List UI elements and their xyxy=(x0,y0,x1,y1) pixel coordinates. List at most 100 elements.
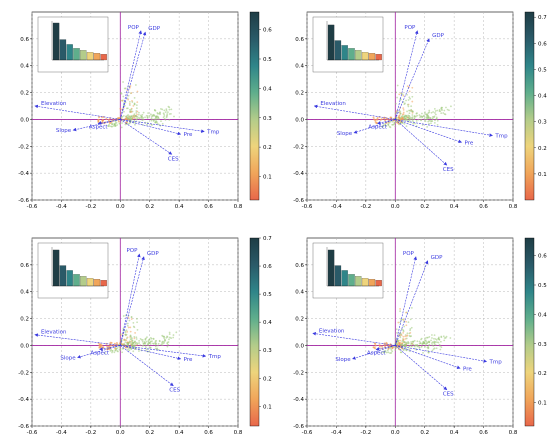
score-point xyxy=(127,326,130,329)
loading-label-pre: Pre xyxy=(465,140,474,146)
score-point xyxy=(399,110,402,113)
score-point xyxy=(412,343,415,346)
score-point xyxy=(426,125,429,128)
score-point xyxy=(154,345,157,348)
score-point xyxy=(411,95,414,98)
score-point xyxy=(418,340,421,343)
score-point xyxy=(434,112,436,114)
y-tick-label: -0.4 xyxy=(18,171,29,177)
loading-arrow-gdp xyxy=(119,31,147,120)
panel-c: -0.6 -0.4 -0.2 0.0 0.2 0.4 0.6 0.8 -0.6 -0.4 -0.2 0… xyxy=(18,236,272,436)
score-point xyxy=(378,344,381,347)
score-point xyxy=(395,91,398,94)
score-point xyxy=(131,339,134,342)
loading-label-aspect: Aspect xyxy=(90,350,110,356)
score-point xyxy=(406,103,409,106)
score-point xyxy=(147,350,150,353)
score-point xyxy=(401,318,404,321)
score-point xyxy=(148,114,151,117)
score-point xyxy=(138,340,141,342)
score-point xyxy=(166,345,169,348)
colorbar-tick-label: 0.1 xyxy=(263,404,272,410)
y-tick-label: -0.4 xyxy=(18,397,29,403)
score-point xyxy=(131,344,134,347)
y-tick-label: -0.2 xyxy=(293,144,304,150)
score-point xyxy=(120,108,123,111)
x-tick-label: 0.2 xyxy=(145,430,154,436)
score-point xyxy=(164,111,167,114)
score-point xyxy=(166,335,168,338)
score-point xyxy=(136,321,138,324)
score-point xyxy=(125,121,128,124)
colorbar xyxy=(249,11,260,201)
score-point xyxy=(138,111,140,114)
score-point xyxy=(121,343,124,346)
score-point xyxy=(445,106,447,109)
score-point xyxy=(391,123,393,126)
y-tick-label: 0.4 xyxy=(295,64,304,70)
score-point xyxy=(165,108,168,111)
score-point xyxy=(125,107,128,110)
score-point xyxy=(133,336,136,338)
loading-label-aspect: Aspect xyxy=(367,350,387,356)
score-point xyxy=(153,118,156,121)
score-point xyxy=(373,118,376,121)
score-point xyxy=(421,342,424,345)
loading-arrow-gdp xyxy=(395,260,429,346)
score-points xyxy=(372,84,452,129)
score-point xyxy=(441,109,443,112)
loading-arrow-aspect xyxy=(377,119,396,125)
x-tick-label: 0.6 xyxy=(479,204,488,210)
x-tick-label: 0.6 xyxy=(204,430,213,436)
loading-label-slope: Slope xyxy=(56,128,72,134)
score-point xyxy=(133,102,136,105)
score-point xyxy=(412,341,415,343)
inset-bar xyxy=(86,278,94,287)
panel-d: -0.6 -0.4 -0.2 0.0 0.2 0.4 0.6 0.8 -0.6 -0.4 -0.2 0… xyxy=(293,237,547,436)
x-tick-label: 0.8 xyxy=(234,430,243,436)
score-point xyxy=(387,347,390,350)
score-point xyxy=(403,122,406,125)
score-point xyxy=(411,119,414,121)
colorbar-tick-label: 0.2 xyxy=(263,376,272,382)
score-point xyxy=(160,120,162,123)
score-point xyxy=(151,342,154,345)
inset-bar xyxy=(341,270,348,287)
y-tick-label: 0.2 xyxy=(295,91,304,97)
score-point xyxy=(375,122,378,125)
score-point xyxy=(114,349,117,352)
inset-frame xyxy=(37,242,109,299)
score-point xyxy=(134,340,136,343)
score-point xyxy=(107,125,110,128)
y-tick-label: 0.4 xyxy=(20,64,29,70)
score-point xyxy=(112,125,115,127)
score-point xyxy=(133,337,136,340)
score-point xyxy=(156,348,158,351)
score-point xyxy=(374,344,377,347)
score-point xyxy=(136,342,139,345)
score-point xyxy=(124,330,127,333)
score-point xyxy=(154,342,157,345)
score-point xyxy=(113,342,116,345)
loading-arrow-slope xyxy=(353,119,396,134)
score-point xyxy=(145,346,147,349)
score-point xyxy=(135,341,138,344)
inset-bar xyxy=(52,249,60,287)
score-point xyxy=(410,110,413,113)
score-point xyxy=(153,114,155,117)
score-point xyxy=(385,351,388,354)
score-point xyxy=(146,116,149,119)
score-point xyxy=(436,119,439,122)
score-point xyxy=(419,115,422,118)
score-point xyxy=(398,114,401,117)
score-point xyxy=(141,339,144,341)
inset-bar xyxy=(52,22,60,61)
score-point xyxy=(127,316,130,319)
colorbar-tick-label: 0.3 xyxy=(263,348,272,354)
score-point xyxy=(137,113,140,116)
score-point xyxy=(135,118,138,121)
loading-arrow-ces xyxy=(120,345,174,387)
score-point xyxy=(168,331,171,334)
score-point xyxy=(418,114,421,116)
score-point xyxy=(123,338,126,341)
